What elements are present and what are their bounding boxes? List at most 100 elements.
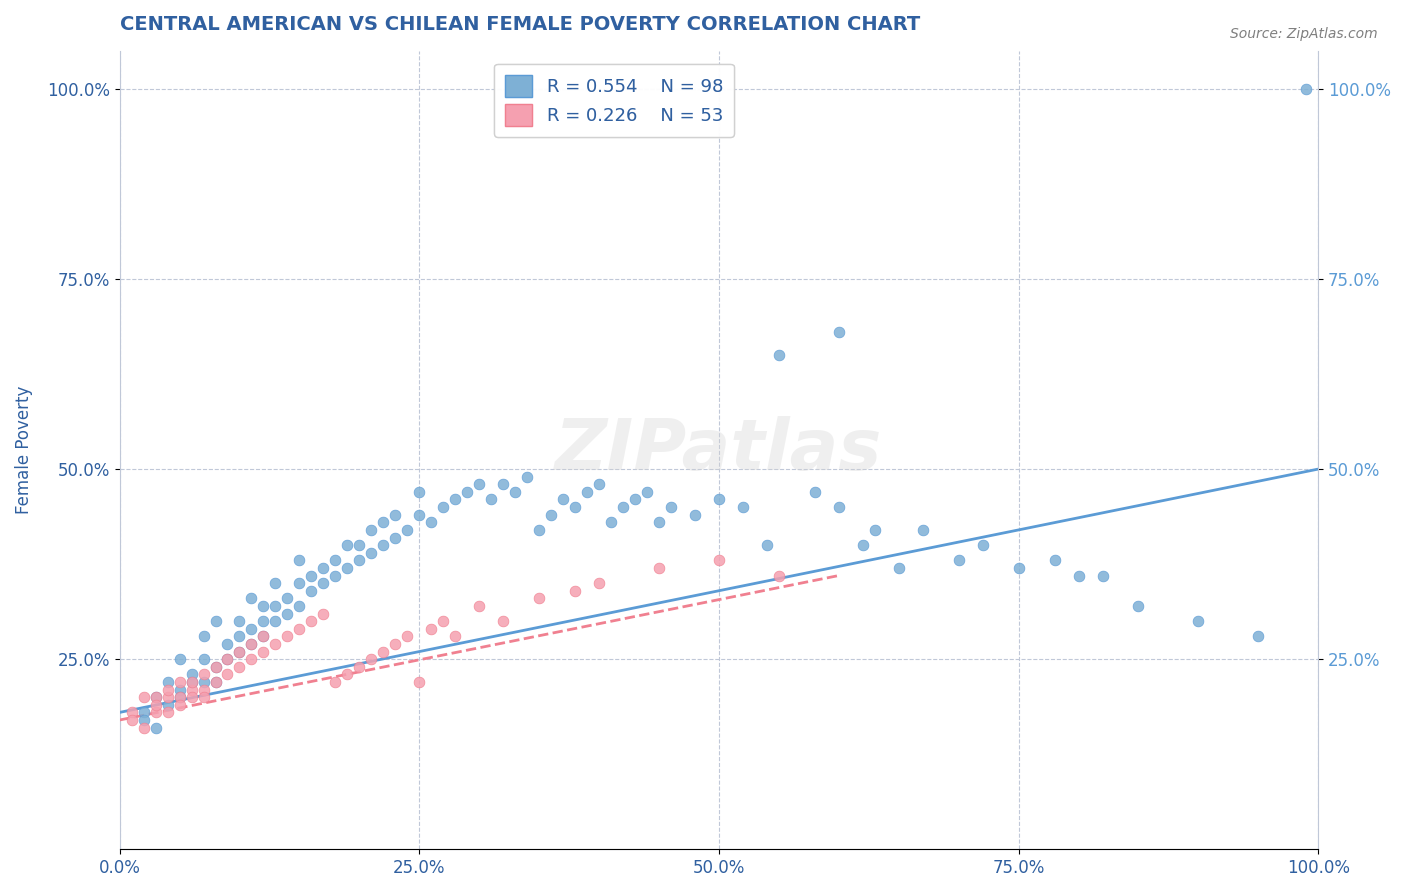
Point xyxy=(312,561,335,575)
Point xyxy=(349,553,371,567)
Point xyxy=(252,614,274,628)
Point xyxy=(252,629,274,643)
Point xyxy=(731,500,754,514)
Point xyxy=(252,644,274,658)
Point xyxy=(863,523,886,537)
Point xyxy=(193,667,215,681)
Point xyxy=(1091,568,1114,582)
Point xyxy=(204,614,226,628)
Point xyxy=(360,523,382,537)
Point xyxy=(600,516,623,530)
Point xyxy=(204,675,226,690)
Point xyxy=(336,561,359,575)
Point xyxy=(132,713,155,727)
Point xyxy=(288,622,311,636)
Point xyxy=(1007,561,1029,575)
Point xyxy=(349,660,371,674)
Point xyxy=(121,713,143,727)
Point xyxy=(312,607,335,621)
Point xyxy=(1043,553,1066,567)
Point xyxy=(228,629,250,643)
Point xyxy=(1128,599,1150,613)
Point xyxy=(180,675,202,690)
Point xyxy=(707,553,730,567)
Point xyxy=(169,682,191,697)
Point xyxy=(169,690,191,705)
Point xyxy=(228,660,250,674)
Point xyxy=(264,576,287,591)
Point xyxy=(193,629,215,643)
Point xyxy=(240,622,263,636)
Point xyxy=(420,516,443,530)
Point xyxy=(373,538,395,552)
Point xyxy=(276,607,298,621)
Point xyxy=(588,477,610,491)
Point xyxy=(648,561,671,575)
Y-axis label: Female Poverty: Female Poverty xyxy=(15,386,32,515)
Point xyxy=(659,500,682,514)
Point xyxy=(972,538,994,552)
Point xyxy=(299,614,322,628)
Point xyxy=(373,516,395,530)
Point xyxy=(264,599,287,613)
Point xyxy=(325,553,347,567)
Point xyxy=(456,484,478,499)
Point xyxy=(444,492,467,507)
Point xyxy=(683,508,706,522)
Point xyxy=(948,553,970,567)
Point xyxy=(336,538,359,552)
Legend: R = 0.554    N = 98, R = 0.226    N = 53: R = 0.554 N = 98, R = 0.226 N = 53 xyxy=(495,64,734,136)
Point xyxy=(288,553,311,567)
Point xyxy=(156,690,179,705)
Point xyxy=(288,599,311,613)
Point xyxy=(468,599,491,613)
Point xyxy=(408,675,430,690)
Point xyxy=(132,721,155,735)
Point xyxy=(527,591,550,606)
Point xyxy=(755,538,778,552)
Point xyxy=(145,690,167,705)
Point xyxy=(828,500,851,514)
Point xyxy=(156,675,179,690)
Point xyxy=(180,682,202,697)
Point xyxy=(276,629,298,643)
Point xyxy=(193,682,215,697)
Point xyxy=(768,568,790,582)
Point xyxy=(299,568,322,582)
Point xyxy=(264,637,287,651)
Text: CENTRAL AMERICAN VS CHILEAN FEMALE POVERTY CORRELATION CHART: CENTRAL AMERICAN VS CHILEAN FEMALE POVER… xyxy=(120,15,920,34)
Point xyxy=(384,531,406,545)
Point xyxy=(193,652,215,666)
Point xyxy=(492,614,515,628)
Point xyxy=(169,690,191,705)
Point xyxy=(503,484,526,499)
Point xyxy=(276,591,298,606)
Point xyxy=(492,477,515,491)
Point xyxy=(217,667,239,681)
Point xyxy=(312,576,335,591)
Point xyxy=(240,591,263,606)
Point xyxy=(384,508,406,522)
Point xyxy=(325,675,347,690)
Point xyxy=(420,622,443,636)
Point xyxy=(1187,614,1209,628)
Point xyxy=(145,698,167,712)
Point xyxy=(156,698,179,712)
Point xyxy=(193,675,215,690)
Point xyxy=(228,644,250,658)
Point xyxy=(804,484,827,499)
Point xyxy=(707,492,730,507)
Point xyxy=(408,484,430,499)
Point xyxy=(217,652,239,666)
Point xyxy=(193,690,215,705)
Point xyxy=(180,667,202,681)
Point xyxy=(1295,82,1317,96)
Point xyxy=(408,508,430,522)
Point xyxy=(336,667,359,681)
Point xyxy=(169,698,191,712)
Point xyxy=(228,644,250,658)
Point xyxy=(156,682,179,697)
Point xyxy=(180,690,202,705)
Point xyxy=(145,721,167,735)
Point xyxy=(564,500,586,514)
